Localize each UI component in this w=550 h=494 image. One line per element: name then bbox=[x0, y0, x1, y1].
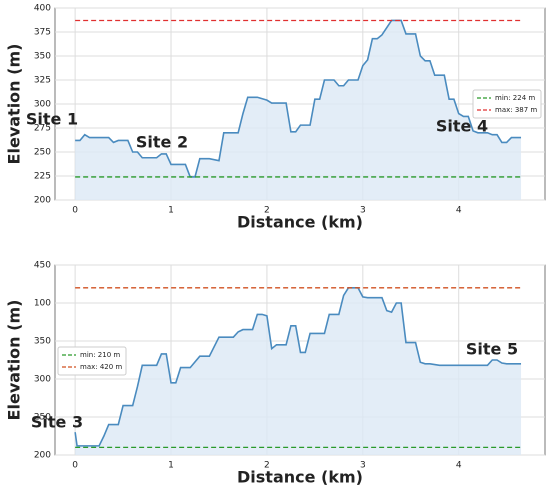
x-tick-label: 2 bbox=[264, 206, 270, 216]
x-tick-label: 3 bbox=[360, 461, 366, 471]
x-tick-label: 1 bbox=[168, 206, 174, 216]
y-tick-label: 450 bbox=[34, 261, 51, 271]
area bbox=[75, 287, 522, 455]
y-tick-label: 100 bbox=[34, 299, 51, 309]
y-tick-label: 200 bbox=[34, 451, 51, 461]
legend-label: min: 210 m bbox=[80, 351, 120, 359]
legend-label: max: 420 m bbox=[80, 363, 122, 371]
y-tick-label: 350 bbox=[34, 52, 51, 62]
y-tick-label: 325 bbox=[34, 76, 51, 86]
y-tick-label: 300 bbox=[34, 375, 51, 385]
y-tick-label: 350 bbox=[34, 337, 51, 347]
x-axis-label: Distance (km) bbox=[237, 213, 363, 232]
profile-line bbox=[74, 287, 522, 447]
profile-line bbox=[75, 19, 522, 178]
y-tick-label: 275 bbox=[34, 124, 51, 134]
site-label: Site 3 bbox=[31, 413, 83, 432]
x-tick-label: 0 bbox=[72, 461, 78, 471]
y-tick-label: 225 bbox=[34, 172, 51, 182]
x-tick-label: 4 bbox=[456, 461, 462, 471]
legend-label: max: 387 m bbox=[495, 106, 537, 114]
x-tick-label: 2 bbox=[264, 461, 270, 471]
y-tick-label: 300 bbox=[34, 100, 51, 110]
x-tick-label: 4 bbox=[456, 206, 462, 216]
site-label: Site 2 bbox=[136, 133, 188, 152]
x-tick-label: 1 bbox=[168, 461, 174, 471]
area bbox=[75, 20, 522, 201]
y-tick-label: 250 bbox=[34, 413, 51, 423]
x-axis-label: Distance (km) bbox=[237, 468, 363, 487]
site-label: Site 4 bbox=[436, 117, 488, 136]
site-label: Site 1 bbox=[26, 110, 78, 129]
y-axis-label: Elevation (m) bbox=[5, 300, 24, 421]
legend-box bbox=[57, 346, 127, 376]
x-tick-label: 0 bbox=[72, 206, 78, 216]
y-tick-label: 200 bbox=[34, 196, 51, 206]
y-tick-label: 375 bbox=[34, 28, 51, 38]
legend-label: min: 224 m bbox=[495, 94, 535, 102]
site-label: Site 5 bbox=[466, 340, 518, 359]
y-tick-label: 400 bbox=[34, 4, 51, 14]
y-tick-label: 250 bbox=[34, 148, 51, 158]
y-axis-label: Elevation (m) bbox=[5, 44, 24, 165]
x-tick-label: 3 bbox=[360, 206, 366, 216]
legend-box bbox=[472, 89, 542, 119]
